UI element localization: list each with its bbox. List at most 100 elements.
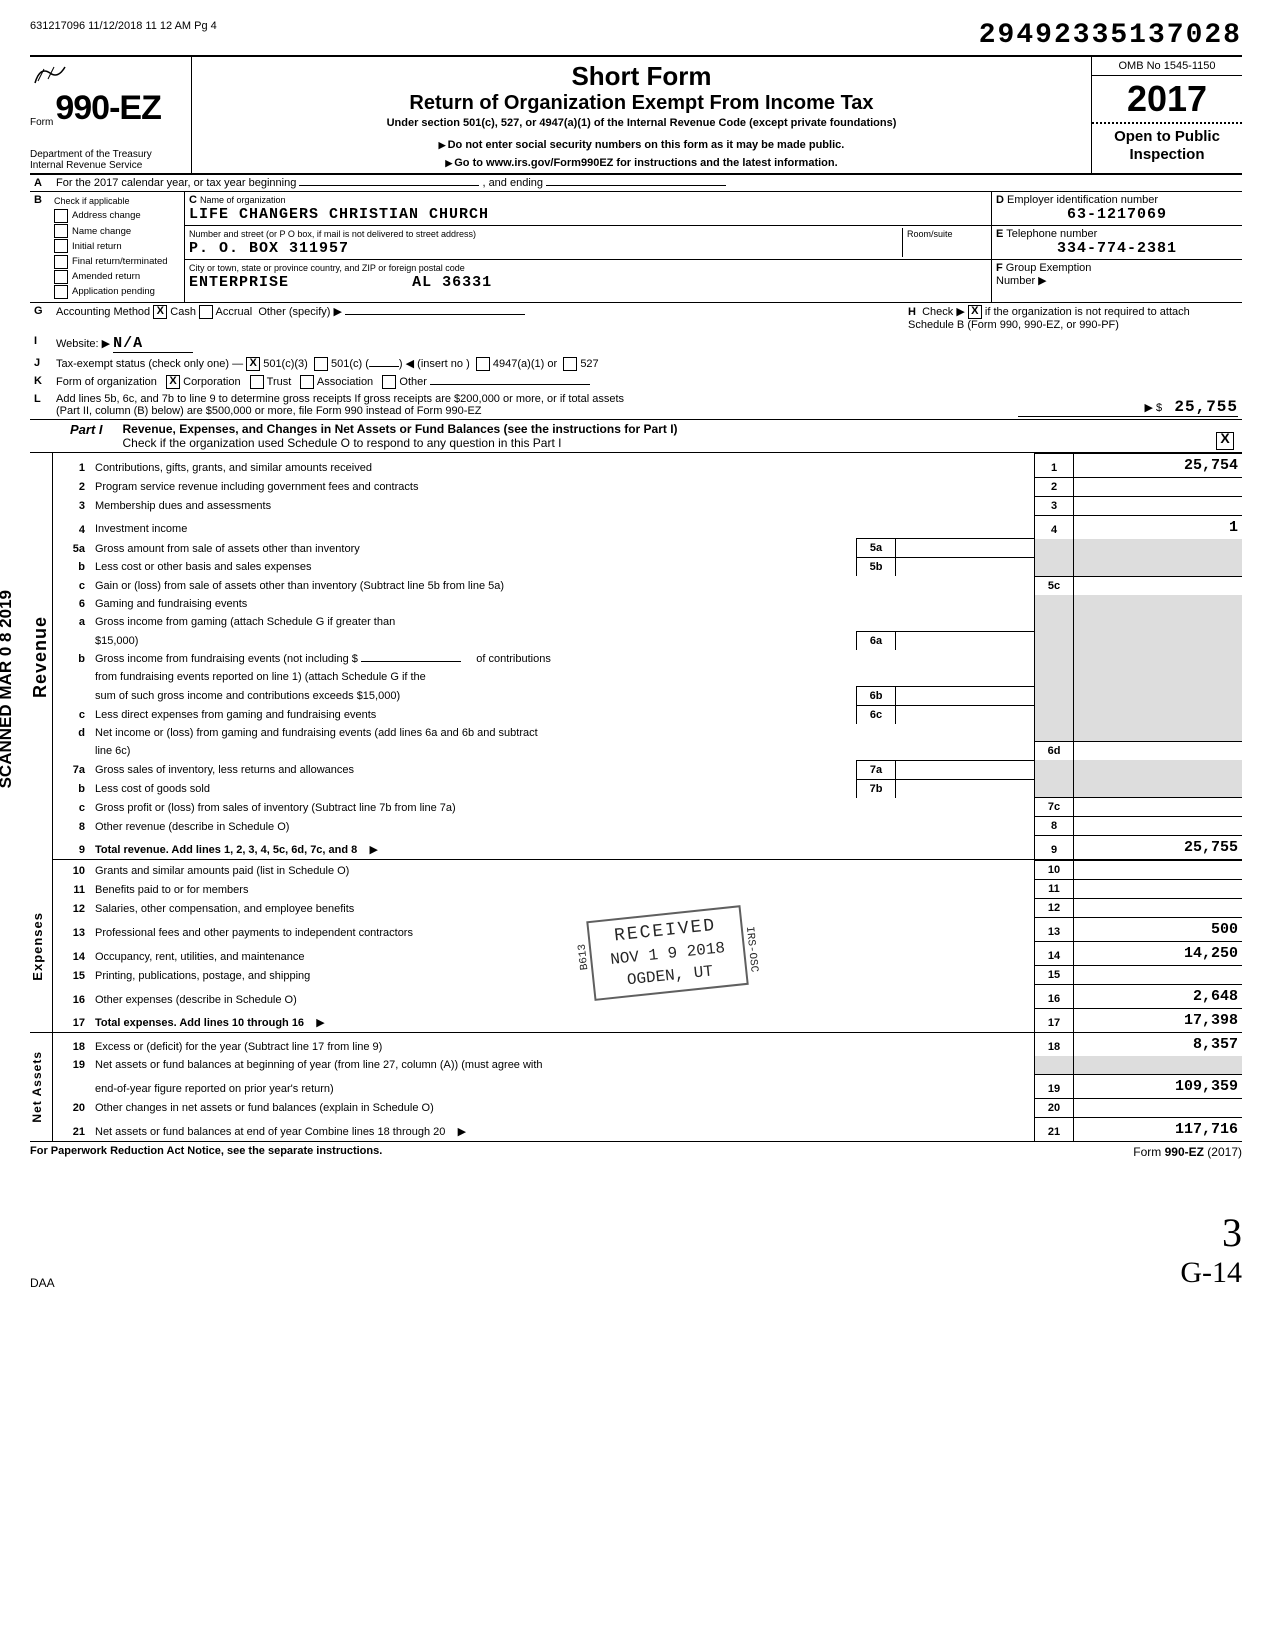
checkbox-trust[interactable]	[250, 375, 264, 389]
assoc-label: Association	[317, 376, 373, 388]
part-i-title: Revenue, Expenses, and Changes in Net As…	[123, 422, 678, 436]
val-14: 14,250	[1074, 942, 1243, 966]
return-title: Return of Organization Exempt From Incom…	[202, 92, 1081, 115]
val-21: 117,716	[1074, 1117, 1243, 1141]
line-5a: Gross amount from sale of assets other t…	[95, 543, 360, 555]
line-a-text: For the 2017 calendar year, or tax year …	[56, 177, 296, 189]
line-6b-3: from fundraising events reported on line…	[95, 671, 426, 683]
line-13: Professional fees and other payments to …	[95, 927, 413, 939]
line-6a-2: $15,000)	[95, 635, 138, 647]
handwritten-g14: G-14	[1180, 1256, 1242, 1290]
checkbox-accrual[interactable]	[199, 305, 213, 319]
checkbox-address-change[interactable]	[54, 209, 68, 223]
net-assets-side-label: Net Assets	[30, 1051, 44, 1123]
val-17: 17,398	[1074, 1009, 1243, 1033]
part-i-table: Revenue 1Contributions, gifts, grants, a…	[30, 453, 1242, 1141]
handwritten-3: 3	[1180, 1209, 1242, 1256]
line-6b-2: of contributions	[476, 653, 551, 665]
checkbox-name-change[interactable]	[54, 224, 68, 238]
checkbox-other-org[interactable]	[382, 375, 396, 389]
part-i-check: Check if the organization used Schedule …	[123, 436, 562, 450]
checkbox-initial-return[interactable]	[54, 239, 68, 253]
checkbox-schedule-o[interactable]: X	[1216, 432, 1234, 450]
phone-value: 334-774-2381	[996, 240, 1238, 257]
room-suite: Room/suite	[907, 229, 953, 239]
phone-label: Telephone number	[1006, 228, 1097, 240]
irs-label: Internal Revenue Service	[30, 160, 185, 171]
val-16: 2,648	[1074, 985, 1243, 1009]
line-2: Program service revenue including govern…	[95, 481, 418, 493]
l-text2: (Part II, column (B) below) are $500,000…	[56, 405, 1018, 417]
line-15: Printing, publications, postage, and shi…	[95, 970, 310, 982]
city-label: City or town, state or province country,…	[189, 263, 465, 273]
val-11	[1074, 880, 1243, 899]
line-6d-2: line 6c)	[95, 745, 130, 757]
l-text1: Add lines 5b, 6c, and 7b to line 9 to de…	[56, 393, 1018, 405]
line-4: Investment income	[95, 523, 187, 535]
line-21: Net assets or fund balances at end of ye…	[95, 1126, 445, 1138]
checkbox-527[interactable]	[563, 357, 577, 371]
tax-exempt-label: Tax-exempt status (check only one) —	[56, 358, 243, 370]
row-k: K	[30, 373, 52, 391]
acct-method-label: Accounting Method	[56, 306, 150, 318]
val-1: 25,754	[1074, 453, 1243, 477]
501c-label: 501(c) (	[331, 358, 369, 370]
inspection-label: Inspection	[1092, 146, 1242, 164]
line-7c: Gross profit or (loss) from sales of inv…	[95, 802, 456, 814]
checkbox-corp[interactable]: X	[166, 375, 180, 389]
expenses-side-label: Expenses	[30, 912, 45, 981]
checkbox-amended[interactable]	[54, 270, 68, 284]
checkbox-501c[interactable]	[314, 357, 328, 371]
checkbox-cash[interactable]: X	[153, 305, 167, 319]
checkbox-app-pending[interactable]	[54, 285, 68, 299]
line-11: Benefits paid to or for members	[95, 884, 248, 896]
checkbox-assoc[interactable]	[300, 375, 314, 389]
checkbox-final-return[interactable]	[54, 255, 68, 269]
line-a-end: , and ending	[482, 177, 543, 189]
line-20: Other changes in net assets or fund bala…	[95, 1102, 434, 1114]
corp-label: Corporation	[183, 376, 240, 388]
cb-lbl-2: Initial return	[72, 239, 122, 254]
open-to-public: Open to Public	[1092, 128, 1242, 146]
line-7b: Less cost of goods sold	[95, 783, 210, 795]
cb-lbl-3: Final return/terminated	[72, 254, 168, 269]
checkbox-4947[interactable]	[476, 357, 490, 371]
page-stamp: 631217096 11/12/2018 11 12 AM Pg 4	[30, 20, 217, 32]
filing-sequence: 29492335137028	[979, 20, 1242, 51]
paperwork-notice: For Paperwork Reduction Act Notice, see …	[30, 1145, 382, 1157]
insert-no: ) ◀ (insert no )	[399, 358, 470, 370]
other-specify: Other (specify) ▶	[258, 306, 342, 318]
dept-treasury: Department of the Treasury	[30, 149, 185, 160]
row-b: B	[30, 192, 50, 302]
line-6b-1: Gross income from fundraising events (no…	[95, 653, 358, 665]
org-city: ENTERPRISE	[189, 274, 289, 291]
val-20	[1074, 1098, 1243, 1117]
line-18: Excess or (deficit) for the year (Subtra…	[95, 1041, 382, 1053]
short-form-title: Short Form	[202, 61, 1081, 92]
cb-lbl-0: Address change	[72, 208, 141, 223]
line-12: Salaries, other compensation, and employ…	[95, 903, 354, 915]
ssn-warning: Do not enter social security numbers on …	[448, 139, 845, 151]
val-12	[1074, 899, 1243, 918]
527-label: 527	[580, 358, 598, 370]
checkbox-501c3[interactable]: X	[246, 357, 260, 371]
line-8: Other revenue (describe in Schedule O)	[95, 821, 289, 833]
checkbox-h[interactable]: X	[968, 305, 982, 319]
group-exemption: Group Exemption	[1006, 262, 1092, 274]
line-10: Grants and similar amounts paid (list in…	[95, 865, 349, 877]
other-org-label: Other	[399, 376, 427, 388]
under-section: Under section 501(c), 527, or 4947(a)(1)…	[202, 117, 1081, 129]
501c3-label: 501(c)(3)	[263, 358, 308, 370]
line-6a-1: Gross income from gaming (attach Schedul…	[95, 616, 395, 628]
form-footer: 990-EZ	[1165, 1145, 1204, 1159]
cb-lbl-4: Amended return	[72, 269, 140, 284]
line-17: Total expenses. Add lines 10 through 16	[95, 1017, 304, 1029]
cb-lbl-5: Application pending	[72, 284, 155, 299]
form-header: Form 990-EZ Department of the Treasury I…	[30, 55, 1242, 175]
line-6b-4: sum of such gross income and contributio…	[95, 690, 400, 702]
form-label: Form	[30, 117, 53, 128]
accrual-label: Accrual	[216, 306, 253, 318]
val-4: 1	[1074, 515, 1243, 539]
tax-year: 2017	[1092, 76, 1242, 124]
website-label: Website: ▶	[56, 338, 110, 350]
